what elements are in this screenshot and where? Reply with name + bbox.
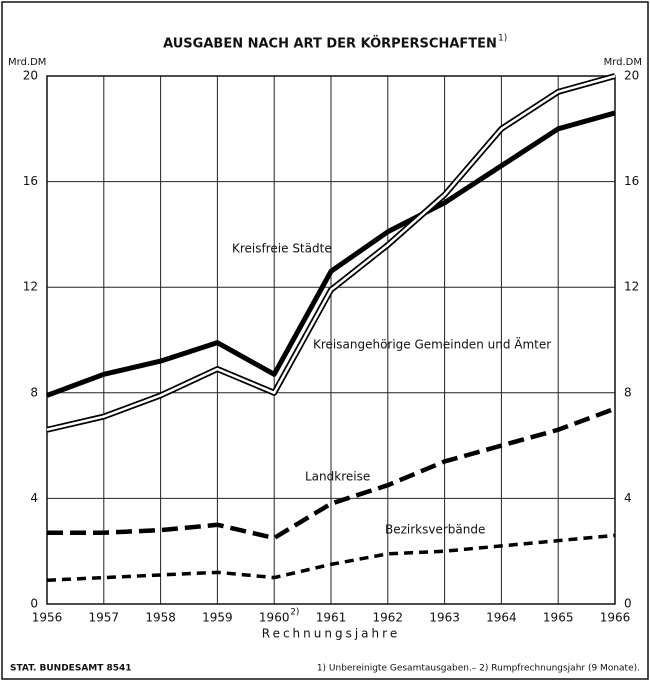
y2-axis-label: Mrd.DM (604, 57, 642, 68)
y2-tick-label: 0 (624, 597, 632, 611)
series-line (46, 533, 616, 582)
y-tick-label: 8 (30, 385, 38, 399)
x-tick-label: 1964 (486, 611, 517, 625)
y-tick-label: 16 (23, 174, 38, 188)
x-tick-label: 1957 (89, 611, 120, 625)
y-tick-label: 20 (23, 69, 38, 83)
x-tick-label: 1966 (600, 611, 631, 625)
series-label: Kreisangehörige Gemeinden und Ämter (313, 337, 551, 352)
y-tick-label: 4 (30, 491, 38, 505)
y2-tick-label: 12 (624, 280, 639, 294)
x-tick-label: 1963 (429, 611, 460, 625)
x-tick-label: 1961 (316, 611, 347, 625)
series-line (46, 110, 616, 398)
series-line-inner (46, 74, 616, 431)
x-tick-note: 2) (290, 608, 299, 618)
y2-tick-label: 20 (624, 69, 639, 83)
series-label: Kreisfreie Städte (232, 242, 332, 256)
x-tick-label: 1956 (32, 611, 63, 625)
chart-title: AUSGABEN NACH ART DER KÖRPERSCHAFTEN (163, 36, 497, 52)
x-tick-label: 1965 (543, 611, 574, 625)
y2-tick-label: 16 (624, 174, 639, 188)
x-axis-label: Rechnungsjahre (262, 627, 400, 641)
series-line (47, 406, 616, 541)
y-tick-label: 12 (23, 280, 38, 294)
series-label: Landkreise (305, 470, 370, 484)
footnote: 1) Unbereinigte Gesamtausgaben.– 2) Rump… (317, 664, 640, 674)
title-note: 1) (498, 34, 507, 44)
x-tick-label: 1960 (259, 611, 290, 625)
x-tick-label: 1959 (202, 611, 233, 625)
source: STAT. BUNDESAMT 8541 (10, 664, 132, 674)
y-axis-label: Mrd.DM (8, 57, 46, 68)
y2-tick-label: 8 (624, 385, 632, 399)
y-tick-label: 0 (30, 597, 38, 611)
series-label: Bezirksverbände (385, 523, 485, 537)
x-tick-label: 1962 (373, 611, 404, 625)
x-tick-label: 1958 (145, 611, 176, 625)
y2-tick-label: 4 (624, 491, 632, 505)
plot-frame (46, 75, 616, 605)
